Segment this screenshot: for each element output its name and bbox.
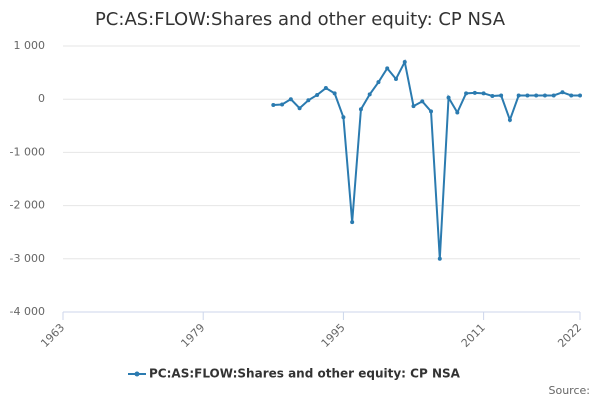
data-point	[332, 91, 337, 96]
data-point	[315, 92, 320, 97]
data-point	[472, 90, 477, 95]
data-point	[481, 91, 486, 96]
data-point	[297, 106, 302, 111]
data-point	[341, 115, 346, 120]
data-point	[429, 109, 434, 114]
legend-marker	[134, 371, 140, 377]
data-point	[288, 97, 293, 102]
data-point	[551, 93, 556, 98]
y-tick-label: -3 000	[10, 252, 45, 265]
x-tick-label: 2011	[459, 321, 488, 350]
y-tick-label: 1 000	[14, 39, 46, 52]
x-tick-label: 1979	[178, 321, 207, 350]
y-tick-label: -2 000	[10, 199, 45, 212]
data-point	[411, 104, 416, 109]
data-point	[306, 98, 311, 103]
x-tick-label: 2022	[555, 321, 584, 350]
data-point	[578, 93, 582, 98]
data-point	[402, 59, 407, 64]
data-point	[358, 107, 363, 112]
y-tick-label: 0	[38, 92, 45, 105]
data-point	[569, 93, 574, 98]
source-label: Source:	[549, 384, 591, 397]
data-point	[385, 66, 390, 71]
data-point	[367, 92, 372, 97]
data-point	[271, 103, 276, 108]
data-point	[534, 93, 539, 98]
x-tick-label: 1995	[319, 321, 348, 350]
data-point	[525, 93, 530, 98]
data-point	[507, 117, 512, 122]
x-tick-label: 1963	[38, 321, 67, 350]
data-point	[455, 110, 460, 115]
legend-label: PC:AS:FLOW:Shares and other equity: CP N…	[149, 367, 461, 381]
data-point	[280, 102, 285, 107]
data-point	[437, 256, 442, 261]
data-point	[350, 220, 355, 225]
data-point	[490, 94, 495, 99]
data-point	[323, 86, 328, 91]
data-point	[376, 80, 381, 85]
data-point	[542, 93, 547, 98]
data-point	[560, 90, 565, 95]
data-point	[516, 93, 521, 98]
data-point	[393, 76, 398, 81]
data-point	[464, 91, 469, 96]
data-point	[446, 95, 451, 100]
chart-title: PC:AS:FLOW:Shares and other equity: CP N…	[95, 9, 506, 30]
y-tick-label: -1 000	[10, 145, 45, 158]
data-point	[420, 99, 425, 104]
series-line	[273, 58, 580, 259]
data-point	[499, 93, 504, 98]
y-tick-label: -4 000	[10, 305, 45, 318]
